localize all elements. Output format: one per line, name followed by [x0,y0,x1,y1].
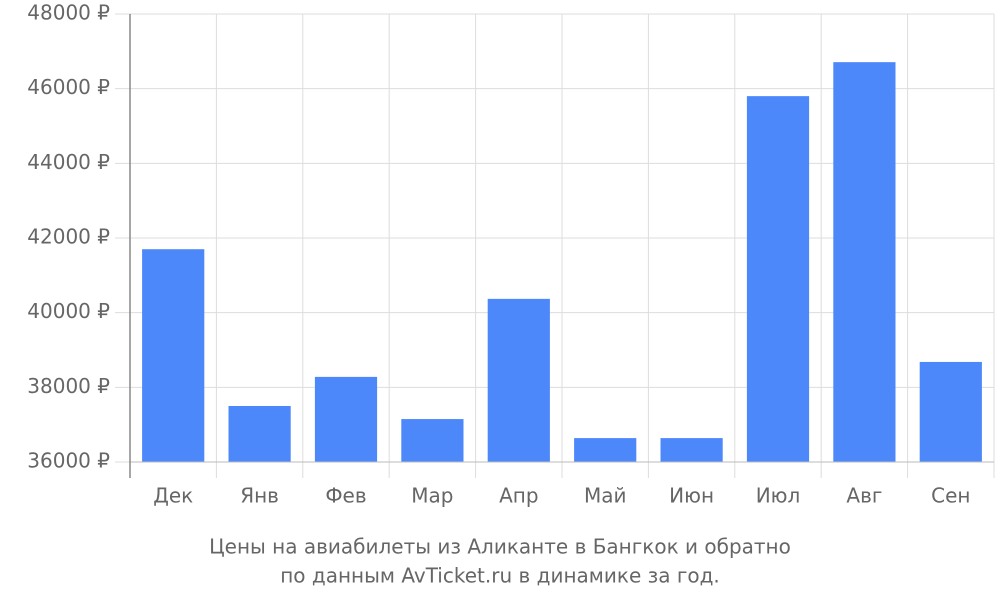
y-tick-label: 40000 ₽ [27,299,110,323]
x-tick-label: Авг [846,484,882,508]
y-tick-label: 44000 ₽ [27,150,110,174]
bar [660,438,723,462]
chart-subtitle: по данным AvTicket.ru в динамике за год. [280,564,720,588]
bar [833,62,896,462]
x-tick-label: Мар [411,484,453,508]
bar [746,96,810,462]
bar [919,361,982,462]
x-tick-label: Фев [325,484,366,508]
x-tick-label: Май [584,484,627,508]
y-tick-label: 46000 ₽ [27,75,110,99]
x-tick-label: Июн [669,484,714,508]
x-tick-label: Июл [756,484,801,508]
y-tick-label: 38000 ₽ [27,374,110,398]
bar [142,249,205,462]
x-tick-label: Янв [240,484,279,508]
bar [314,376,378,462]
y-tick-label: 36000 ₽ [27,449,110,473]
bar [401,419,464,462]
bar [487,298,550,462]
y-tick-label: 48000 ₽ [27,1,110,25]
bar [228,406,291,462]
bar [574,438,637,462]
y-tick-label: 42000 ₽ [27,225,110,249]
x-tick-label: Апр [499,484,538,508]
x-tick-label: Сен [931,484,970,508]
chart-title: Цены на авиабилеты из Аликанте в Бангкок… [209,535,791,559]
x-tick-label: Дек [153,484,193,508]
